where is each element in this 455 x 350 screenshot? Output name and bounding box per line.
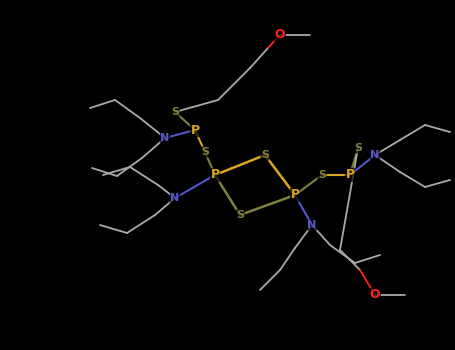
Text: P: P	[290, 189, 299, 202]
Text: S: S	[354, 143, 362, 153]
Text: P: P	[210, 168, 220, 182]
Text: P: P	[191, 124, 200, 136]
Text: S: S	[318, 170, 326, 180]
Text: N: N	[160, 133, 170, 143]
Text: S: S	[201, 147, 209, 157]
Text: S: S	[171, 107, 179, 117]
Text: N: N	[370, 150, 379, 160]
Text: N: N	[170, 193, 180, 203]
Text: S: S	[261, 150, 269, 160]
Text: N: N	[308, 220, 317, 230]
Text: O: O	[369, 288, 380, 301]
Text: S: S	[236, 210, 244, 220]
Text: O: O	[275, 28, 285, 42]
Text: P: P	[345, 168, 354, 182]
